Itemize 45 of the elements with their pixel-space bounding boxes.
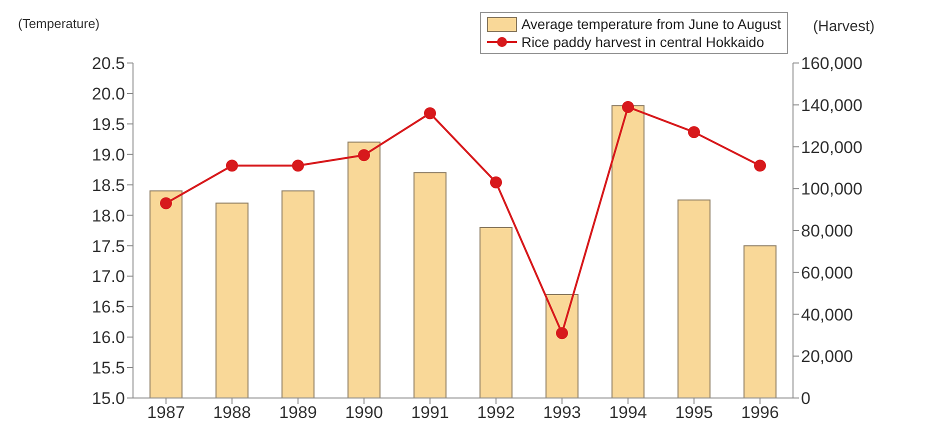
y2-tick-label: 160,000 bbox=[801, 54, 862, 74]
y-tick-label: 16.5 bbox=[92, 298, 125, 317]
y2-tick-label: 20,000 bbox=[801, 347, 853, 366]
x-tick-label: 1995 bbox=[675, 403, 713, 422]
y2-tick-label: 140,000 bbox=[801, 96, 862, 115]
legend-label: Average temperature from June to August bbox=[521, 15, 781, 33]
y-tick-label: 19.5 bbox=[92, 114, 125, 134]
y2-tick-label: 100,000 bbox=[801, 180, 862, 199]
y2-tick-label: 40,000 bbox=[801, 305, 853, 324]
y2-tick-label: 80,000 bbox=[801, 222, 853, 241]
y-tick-label: 18.5 bbox=[92, 176, 125, 195]
y-tick-label: 15.0 bbox=[92, 389, 125, 408]
y-tick-label: 17.0 bbox=[92, 267, 125, 286]
point bbox=[226, 160, 238, 172]
point bbox=[754, 160, 766, 172]
x-tick-label: 1994 bbox=[609, 403, 647, 422]
y-tick-label: 20.5 bbox=[92, 54, 125, 74]
y-tick-label: 17.5 bbox=[92, 236, 125, 256]
x-tick-label: 1987 bbox=[147, 403, 185, 422]
x-tick-label: 1992 bbox=[477, 403, 515, 422]
y2-tick-label: 0 bbox=[801, 389, 810, 408]
x-tick-label: 1996 bbox=[741, 403, 779, 422]
point bbox=[160, 197, 172, 210]
y2-tick-label: 120,000 bbox=[801, 138, 862, 157]
x-tick-label: 1993 bbox=[543, 403, 581, 422]
y-axis-title: (Temperature) bbox=[18, 16, 100, 31]
point bbox=[424, 107, 436, 120]
y-tick-label: 15.5 bbox=[92, 358, 125, 378]
point bbox=[622, 100, 634, 113]
x-tick-label: 1989 bbox=[279, 403, 317, 422]
y2-axis-title: (Harvest) bbox=[813, 18, 875, 35]
point bbox=[358, 149, 370, 162]
y-tick-label: 18.0 bbox=[92, 206, 125, 226]
y-tick-label: 20.0 bbox=[92, 84, 125, 104]
x-tick-label: 1988 bbox=[213, 403, 251, 422]
y-tick-label: 16.0 bbox=[92, 328, 125, 348]
y2-tick-label: 60,000 bbox=[801, 263, 853, 282]
point bbox=[490, 176, 502, 188]
x-tick-label: 1990 bbox=[345, 403, 383, 422]
point bbox=[688, 126, 700, 138]
legend-label: Rice paddy harvest in central Hokkaido bbox=[521, 33, 764, 51]
point bbox=[556, 327, 568, 340]
point bbox=[292, 160, 304, 172]
y-tick-label: 19.0 bbox=[92, 145, 125, 164]
x-tick-label: 1991 bbox=[411, 403, 449, 422]
